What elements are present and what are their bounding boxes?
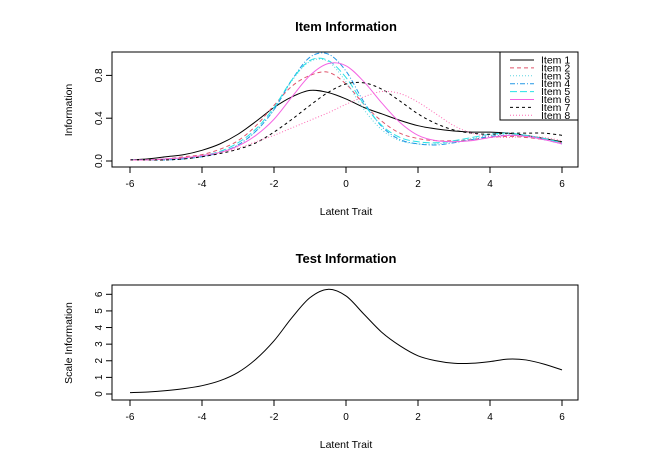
x-tick-label: 4 bbox=[487, 179, 493, 190]
legend-label: Item 8 bbox=[541, 110, 570, 122]
item-y-axis-label: Information bbox=[63, 84, 75, 137]
y-tick-label: 5 bbox=[94, 308, 105, 314]
y-tick-label: 0.4 bbox=[94, 111, 105, 125]
y-tick-label: 1 bbox=[94, 374, 105, 380]
series-line-8 bbox=[129, 90, 563, 161]
series-line-5 bbox=[129, 57, 563, 161]
series-line-1 bbox=[129, 288, 563, 394]
test-plot-frame bbox=[111, 284, 579, 401]
x-tick-label: -6 bbox=[126, 412, 135, 423]
legend-label: Item 7 bbox=[541, 102, 570, 114]
test-x-axis: -6 -4 -2 0 2 4 6 bbox=[126, 399, 565, 423]
x-tick-label: -2 bbox=[270, 412, 279, 423]
item-series-lines bbox=[129, 52, 563, 161]
y-tick-label: 6 bbox=[94, 291, 105, 297]
item-x-axis-label: Latent Trait bbox=[320, 206, 373, 218]
test-x-axis-label: Latent Trait bbox=[320, 439, 373, 451]
x-tick-label: -2 bbox=[270, 179, 279, 190]
item-x-axis: -6 -4 -2 0 2 4 6 bbox=[126, 166, 565, 190]
x-tick-label: 4 bbox=[487, 412, 493, 423]
item-chart-title: Item Information bbox=[295, 19, 397, 34]
legend-label: Item 6 bbox=[541, 94, 570, 106]
x-tick-label: -6 bbox=[126, 179, 135, 190]
test-y-axis-label: Scale Information bbox=[63, 302, 75, 384]
test-y-axis: 0 1 2 3 4 5 6 bbox=[94, 291, 113, 397]
legend-label: Item 5 bbox=[541, 86, 570, 98]
legend-label: Item 1 bbox=[541, 55, 570, 67]
test-information-chart: Test Information -6 -4 -2 0 2 4 6 0 1 2 3 4 5 6 Late… bbox=[63, 251, 579, 451]
series-line-7 bbox=[129, 81, 563, 161]
x-tick-label: 0 bbox=[343, 412, 349, 423]
test-series-lines bbox=[129, 288, 563, 394]
series-line-3 bbox=[129, 58, 563, 161]
y-tick-label: 4 bbox=[94, 324, 105, 330]
x-tick-label: 6 bbox=[559, 412, 565, 423]
x-tick-label: 2 bbox=[415, 412, 421, 423]
y-tick-label: 0.8 bbox=[94, 68, 105, 82]
x-tick-label: -4 bbox=[198, 412, 207, 423]
x-tick-label: 2 bbox=[415, 179, 421, 190]
legend-label: Item 2 bbox=[541, 62, 570, 74]
item-information-chart: Item Information -6 -4 -2 0 2 4 6 0.0 0.4 0.8 La… bbox=[63, 19, 579, 218]
x-tick-label: 0 bbox=[343, 179, 349, 190]
item-y-axis: 0.0 0.4 0.8 bbox=[94, 68, 113, 168]
legend-box bbox=[499, 51, 579, 121]
y-tick-label: 0 bbox=[94, 391, 105, 397]
y-tick-label: 3 bbox=[94, 341, 105, 347]
legend-label: Item 3 bbox=[541, 70, 570, 82]
x-tick-label: -4 bbox=[198, 179, 207, 190]
series-line-1 bbox=[129, 89, 563, 161]
x-tick-label: 6 bbox=[559, 179, 565, 190]
y-tick-label: 2 bbox=[94, 358, 105, 364]
y-tick-label: 0.0 bbox=[94, 154, 105, 168]
legend-label: Item 4 bbox=[541, 78, 570, 90]
series-line-2 bbox=[129, 71, 563, 161]
series-line-4 bbox=[129, 52, 563, 161]
test-chart-title: Test Information bbox=[296, 251, 397, 266]
